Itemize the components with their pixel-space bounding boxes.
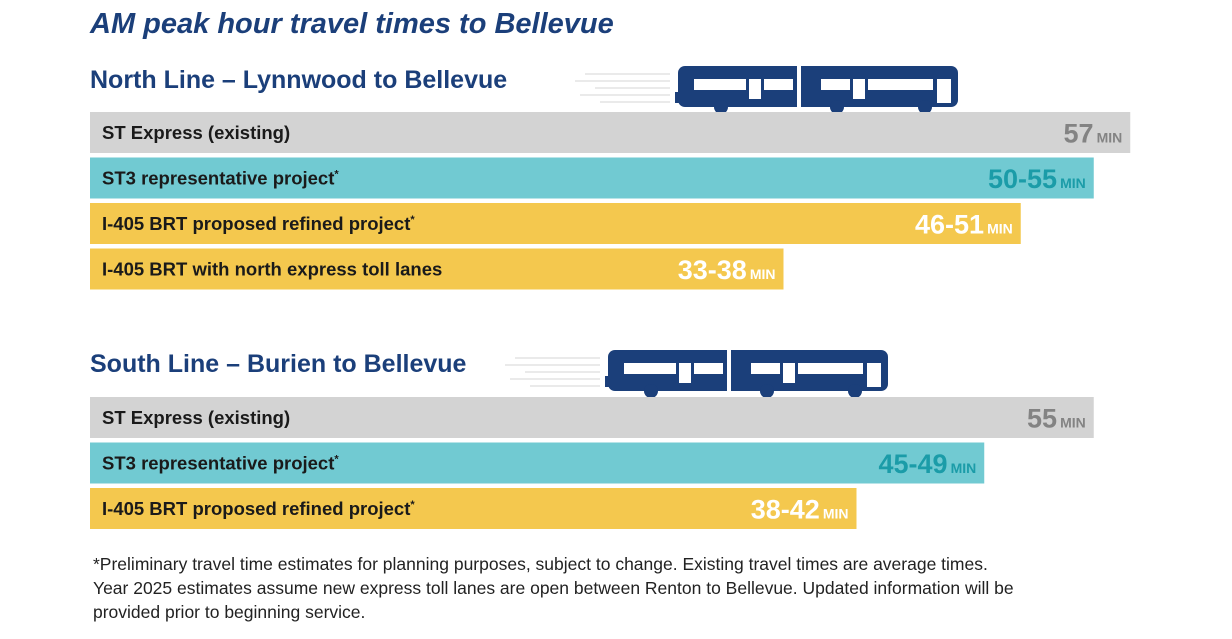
south-bus-icon bbox=[505, 350, 888, 398]
bar bbox=[90, 203, 1021, 244]
bar-label: ST Express (existing) bbox=[102, 407, 290, 428]
bar-label: ST Express (existing) bbox=[102, 122, 290, 143]
page-title: AM peak hour travel times to Bellevue bbox=[90, 8, 614, 40]
footnote-line: provided prior to beginning service. bbox=[93, 602, 366, 622]
bar-label: ST3 representative project* bbox=[102, 168, 339, 189]
footnote-line: *Preliminary travel time estimates for p… bbox=[93, 554, 988, 574]
bar bbox=[90, 157, 1094, 199]
footnote-line: Year 2025 estimates assume new express t… bbox=[93, 578, 1014, 598]
bar bbox=[90, 112, 1131, 153]
bar bbox=[90, 397, 1094, 438]
bar-label: I-405 BRT with north express toll lanes bbox=[102, 259, 442, 280]
bar bbox=[90, 248, 784, 290]
bar bbox=[90, 488, 857, 529]
north-line-title: North Line – Lynnwood to Bellevue bbox=[90, 66, 508, 94]
bar-label: ST3 representative project* bbox=[102, 453, 339, 474]
south-line-title: South Line – Burien to Bellevue bbox=[90, 350, 467, 378]
bar-label: I-405 BRT proposed refined project* bbox=[102, 213, 415, 234]
footnote: *Preliminary travel time estimates for p… bbox=[93, 552, 1193, 624]
bar-label: I-405 BRT proposed refined project* bbox=[102, 498, 415, 519]
bar bbox=[90, 442, 985, 484]
north-bus-icon bbox=[575, 66, 958, 114]
